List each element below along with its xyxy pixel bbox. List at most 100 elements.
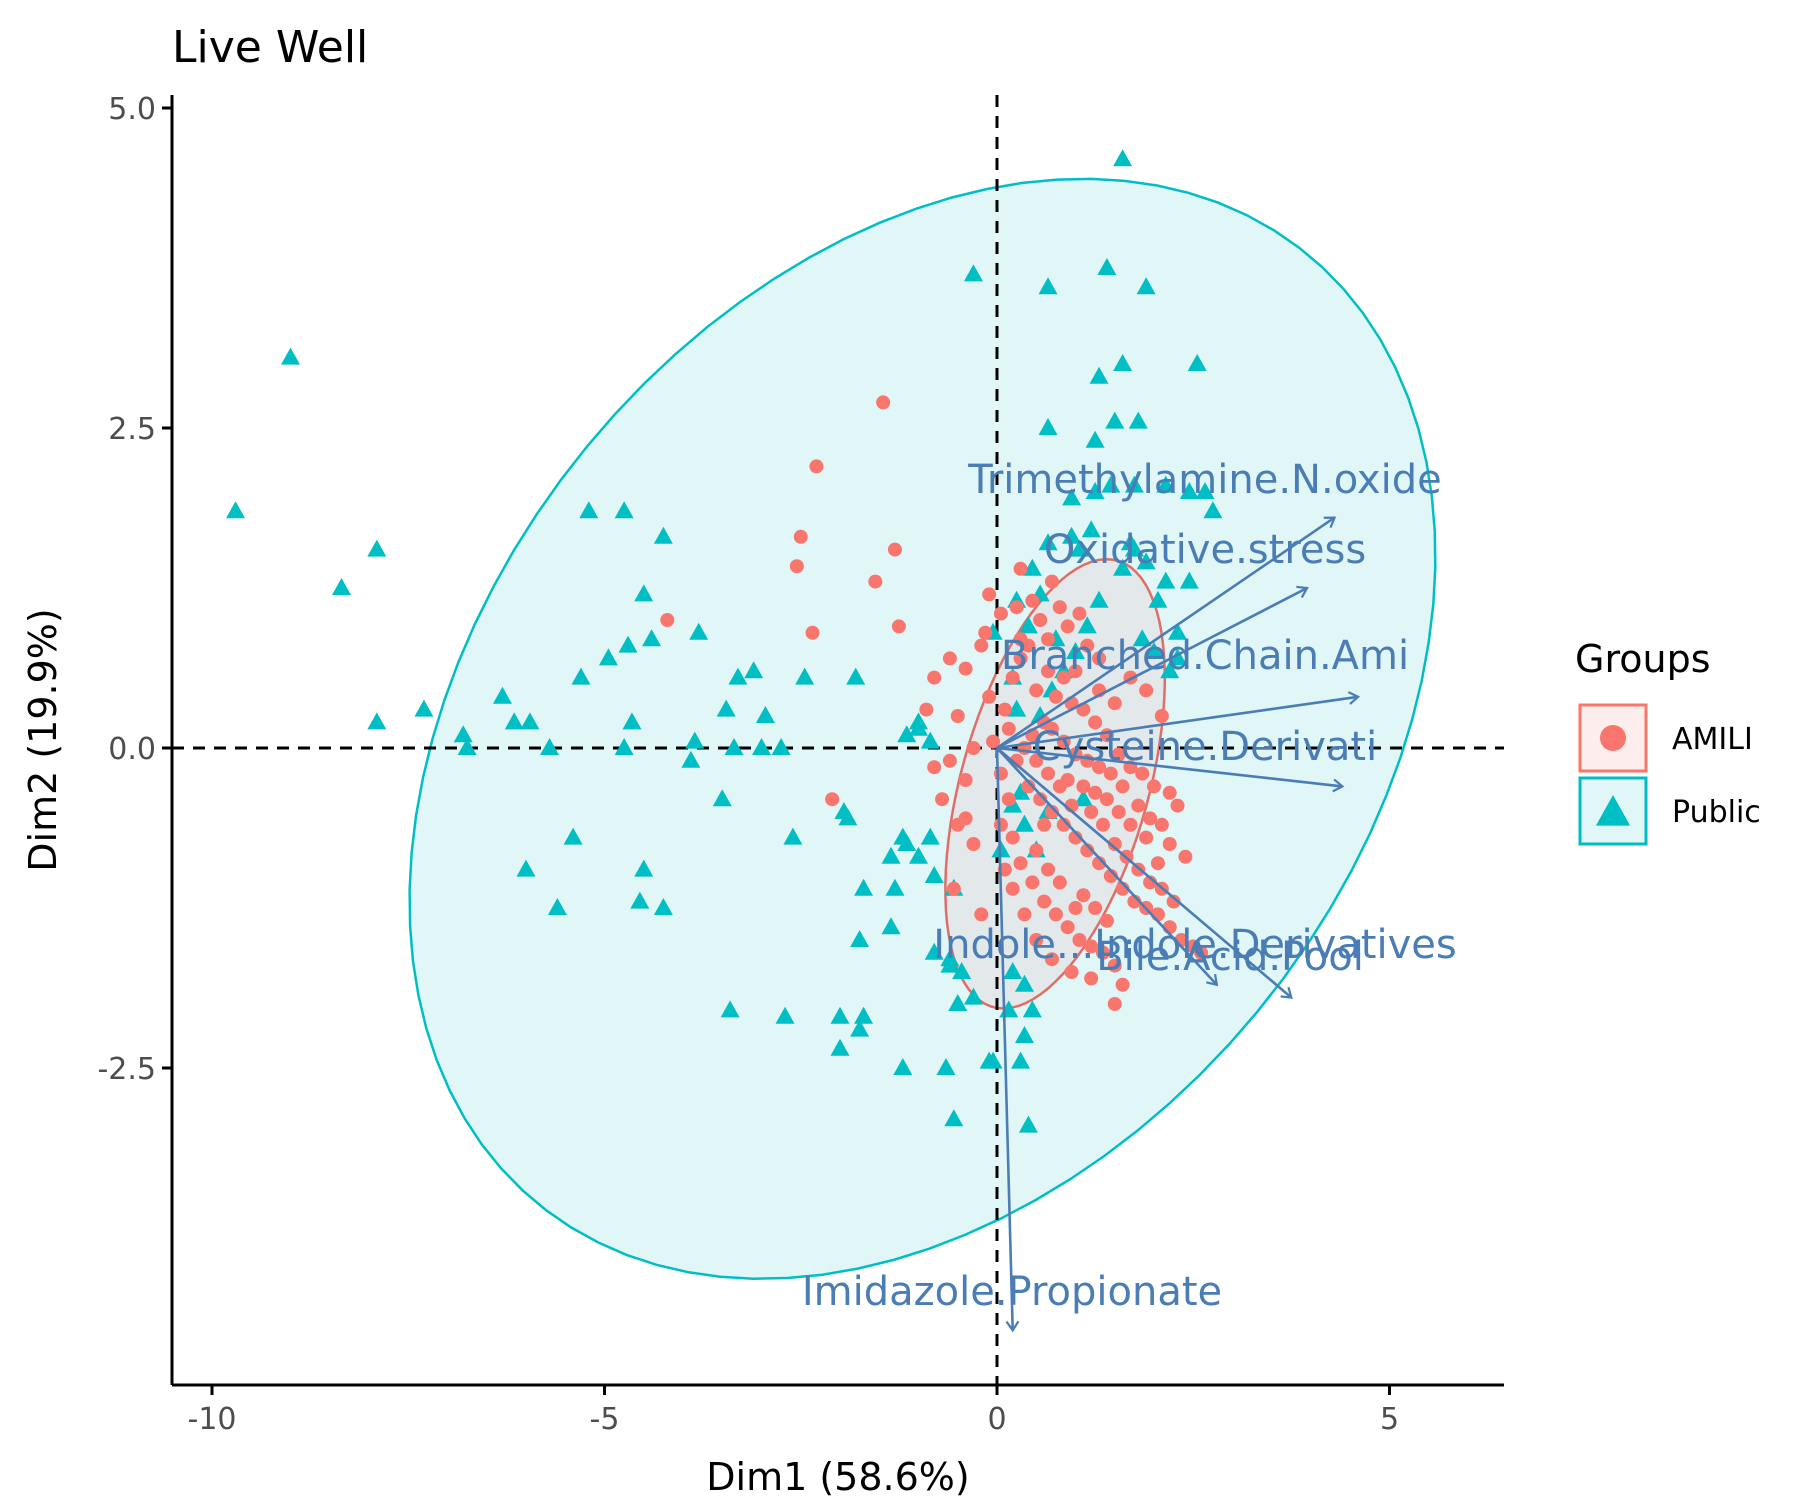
point-public <box>1113 558 1133 576</box>
point-amili <box>1115 977 1130 992</box>
point-public <box>728 667 748 685</box>
point-amili <box>1029 933 1044 947</box>
point-amili <box>997 702 1012 717</box>
point-amili <box>1162 785 1177 800</box>
point-amili <box>1131 798 1146 813</box>
x-tick-label: -10 <box>188 1402 237 1437</box>
point-amili <box>1092 651 1107 666</box>
variable-label: Bile.Acid.Pool <box>1096 934 1364 980</box>
point-public <box>571 667 591 685</box>
point-public <box>720 1000 740 1018</box>
point-amili <box>1052 600 1067 615</box>
point-public <box>783 827 803 845</box>
point-public <box>716 699 736 717</box>
variable-label: Cysteine.Derivati <box>1033 724 1377 770</box>
axes: -10 -5 0 5 5.0 2.5 0.0 -2.5 <box>97 92 1504 1437</box>
point-public <box>1062 488 1082 506</box>
point-public <box>1160 661 1180 679</box>
variable-arrow <box>995 747 1020 1333</box>
point-public <box>492 686 512 704</box>
legend-circle-icon <box>1600 725 1626 751</box>
point-amili <box>958 661 973 676</box>
point-public <box>830 1006 850 1024</box>
point-amili <box>1041 632 1056 647</box>
point-public <box>653 898 673 915</box>
legend-entry-amili: AMILI <box>1578 703 1753 773</box>
point-amili <box>1005 670 1020 685</box>
point-public <box>755 706 775 723</box>
point-amili <box>1056 817 1071 832</box>
point-amili <box>927 760 942 775</box>
point-amili <box>1025 875 1040 890</box>
point-public <box>1113 149 1133 167</box>
point-amili <box>809 459 824 474</box>
point-amili <box>1107 997 1122 1011</box>
point-amili <box>935 792 950 807</box>
point-amili <box>1099 913 1114 928</box>
variable-label: Imidazole.Propionate <box>802 1269 1222 1315</box>
point-amili <box>1123 817 1138 832</box>
point-amili <box>1154 709 1169 723</box>
point-public <box>579 501 599 519</box>
point-amili <box>1068 901 1083 915</box>
point-public <box>1022 1000 1042 1018</box>
point-public <box>952 962 972 979</box>
point-amili <box>1060 920 1075 935</box>
y-tick-label: 0.0 <box>108 732 156 767</box>
point-public <box>712 789 732 807</box>
point-amili <box>1088 901 1103 915</box>
variable-arrow <box>996 691 1361 750</box>
point-public <box>854 1006 874 1024</box>
point-amili <box>1041 766 1056 781</box>
point-public <box>881 917 901 935</box>
point-public <box>1187 354 1207 371</box>
point-amili <box>1092 856 1107 871</box>
point-public <box>1124 475 1144 493</box>
point-amili <box>1170 798 1185 813</box>
point-amili <box>919 702 934 717</box>
point-public <box>1077 616 1097 634</box>
point-amili <box>1044 805 1059 819</box>
point-amili <box>887 542 902 557</box>
point-amili <box>1080 638 1095 653</box>
legend-triangle-icon <box>1595 795 1631 826</box>
point-public <box>614 501 634 519</box>
point-amili <box>1084 971 1099 986</box>
point-public <box>897 725 917 743</box>
point-public <box>1022 558 1042 576</box>
point-amili <box>1009 600 1024 615</box>
point-public <box>457 738 477 755</box>
point-amili <box>1068 830 1083 845</box>
point-amili <box>1048 907 1063 922</box>
variable-label: Indole...Indole.Derivatives <box>933 922 1456 968</box>
point-amili <box>825 792 840 807</box>
point-amili <box>1084 805 1099 819</box>
point-public <box>516 859 536 877</box>
x-tick-label: -5 <box>590 1402 620 1437</box>
point-amili <box>1076 779 1091 794</box>
point-amili <box>978 625 993 640</box>
point-amili <box>1111 805 1126 819</box>
plot-area <box>172 95 1504 1385</box>
point-public <box>1069 539 1089 557</box>
point-public <box>1011 1051 1031 1069</box>
variable-label: Trimethylamine.N.oxide <box>967 457 1441 503</box>
point-public <box>771 738 791 755</box>
point-amili <box>1017 907 1032 922</box>
point-public <box>850 930 870 947</box>
point-amili <box>868 574 883 589</box>
point-public <box>1132 629 1152 647</box>
point-amili <box>1013 651 1028 666</box>
point-amili <box>1041 862 1056 877</box>
point-public <box>1105 411 1125 429</box>
legend-label: AMILI <box>1672 722 1753 757</box>
point-public <box>504 712 524 730</box>
point-amili <box>946 881 961 896</box>
point-public <box>685 731 705 749</box>
point-public <box>618 635 638 653</box>
legend: Groups AMILI Public <box>1575 637 1761 846</box>
point-amili <box>1084 939 1099 954</box>
point-amili <box>993 766 1008 781</box>
point-public <box>1085 430 1105 448</box>
point-public <box>1148 590 1168 608</box>
